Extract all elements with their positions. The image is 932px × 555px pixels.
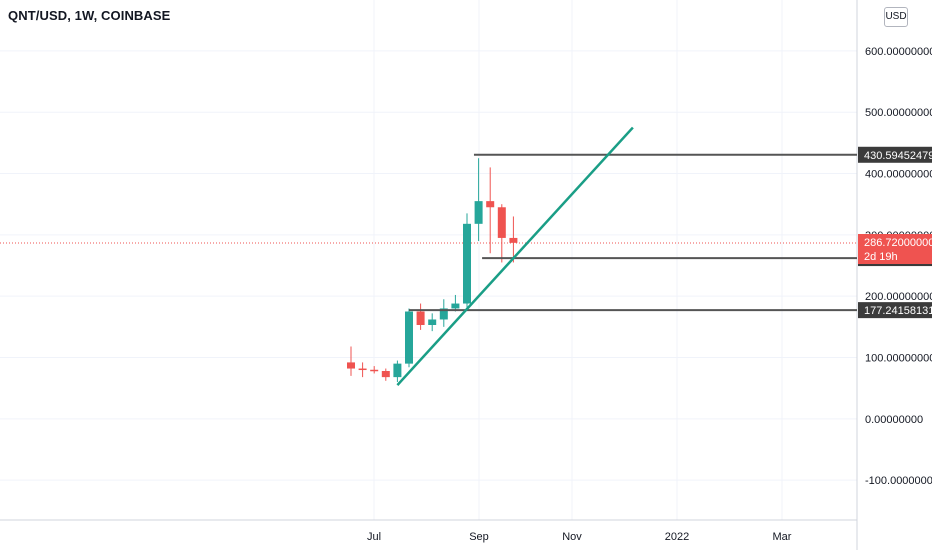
candle	[509, 237, 518, 243]
level-tag-label: 177.24158131	[864, 305, 932, 317]
x-tick-label: Nov	[562, 531, 582, 543]
candle	[439, 308, 448, 320]
candle	[370, 369, 379, 372]
last-price-tag	[858, 234, 932, 265]
x-tick-label: Mar	[773, 531, 792, 543]
trendline	[396, 126, 634, 386]
y-tick-label: 600.00000000	[865, 46, 932, 58]
y-tick-label: 500.00000000	[865, 107, 932, 119]
y-tick-label: 200.00000000	[865, 291, 932, 303]
candle	[451, 303, 460, 309]
level-tag-label: 430.59452479	[864, 150, 932, 162]
y-tick-label: 0.00000000	[865, 414, 923, 426]
y-tick-label: -100.00000000	[865, 475, 932, 487]
candle	[416, 311, 425, 325]
candle	[381, 370, 390, 378]
candle	[428, 319, 437, 325]
y-tick-label: 100.00000000	[865, 353, 932, 365]
candle	[393, 363, 402, 378]
candle	[474, 201, 483, 224]
last-price-label: 286.72000000	[864, 237, 932, 249]
y-tick-label: 400.00000000	[865, 169, 932, 181]
currency-button[interactable]: USD	[884, 7, 908, 27]
level-tag	[858, 302, 932, 319]
countdown-label: 2d 19h	[864, 251, 898, 263]
level-tag	[858, 146, 932, 163]
candle	[463, 223, 471, 304]
x-tick-label: Jul	[367, 531, 381, 543]
candle	[347, 362, 355, 369]
candle	[358, 368, 367, 371]
x-tick-label: Sep	[469, 531, 489, 543]
candle	[486, 201, 495, 208]
x-tick-label: 2022	[665, 531, 689, 543]
chart-title: QNT/USD, 1W, COINBASE	[8, 8, 171, 23]
candle	[405, 311, 413, 364]
candle	[497, 207, 506, 238]
